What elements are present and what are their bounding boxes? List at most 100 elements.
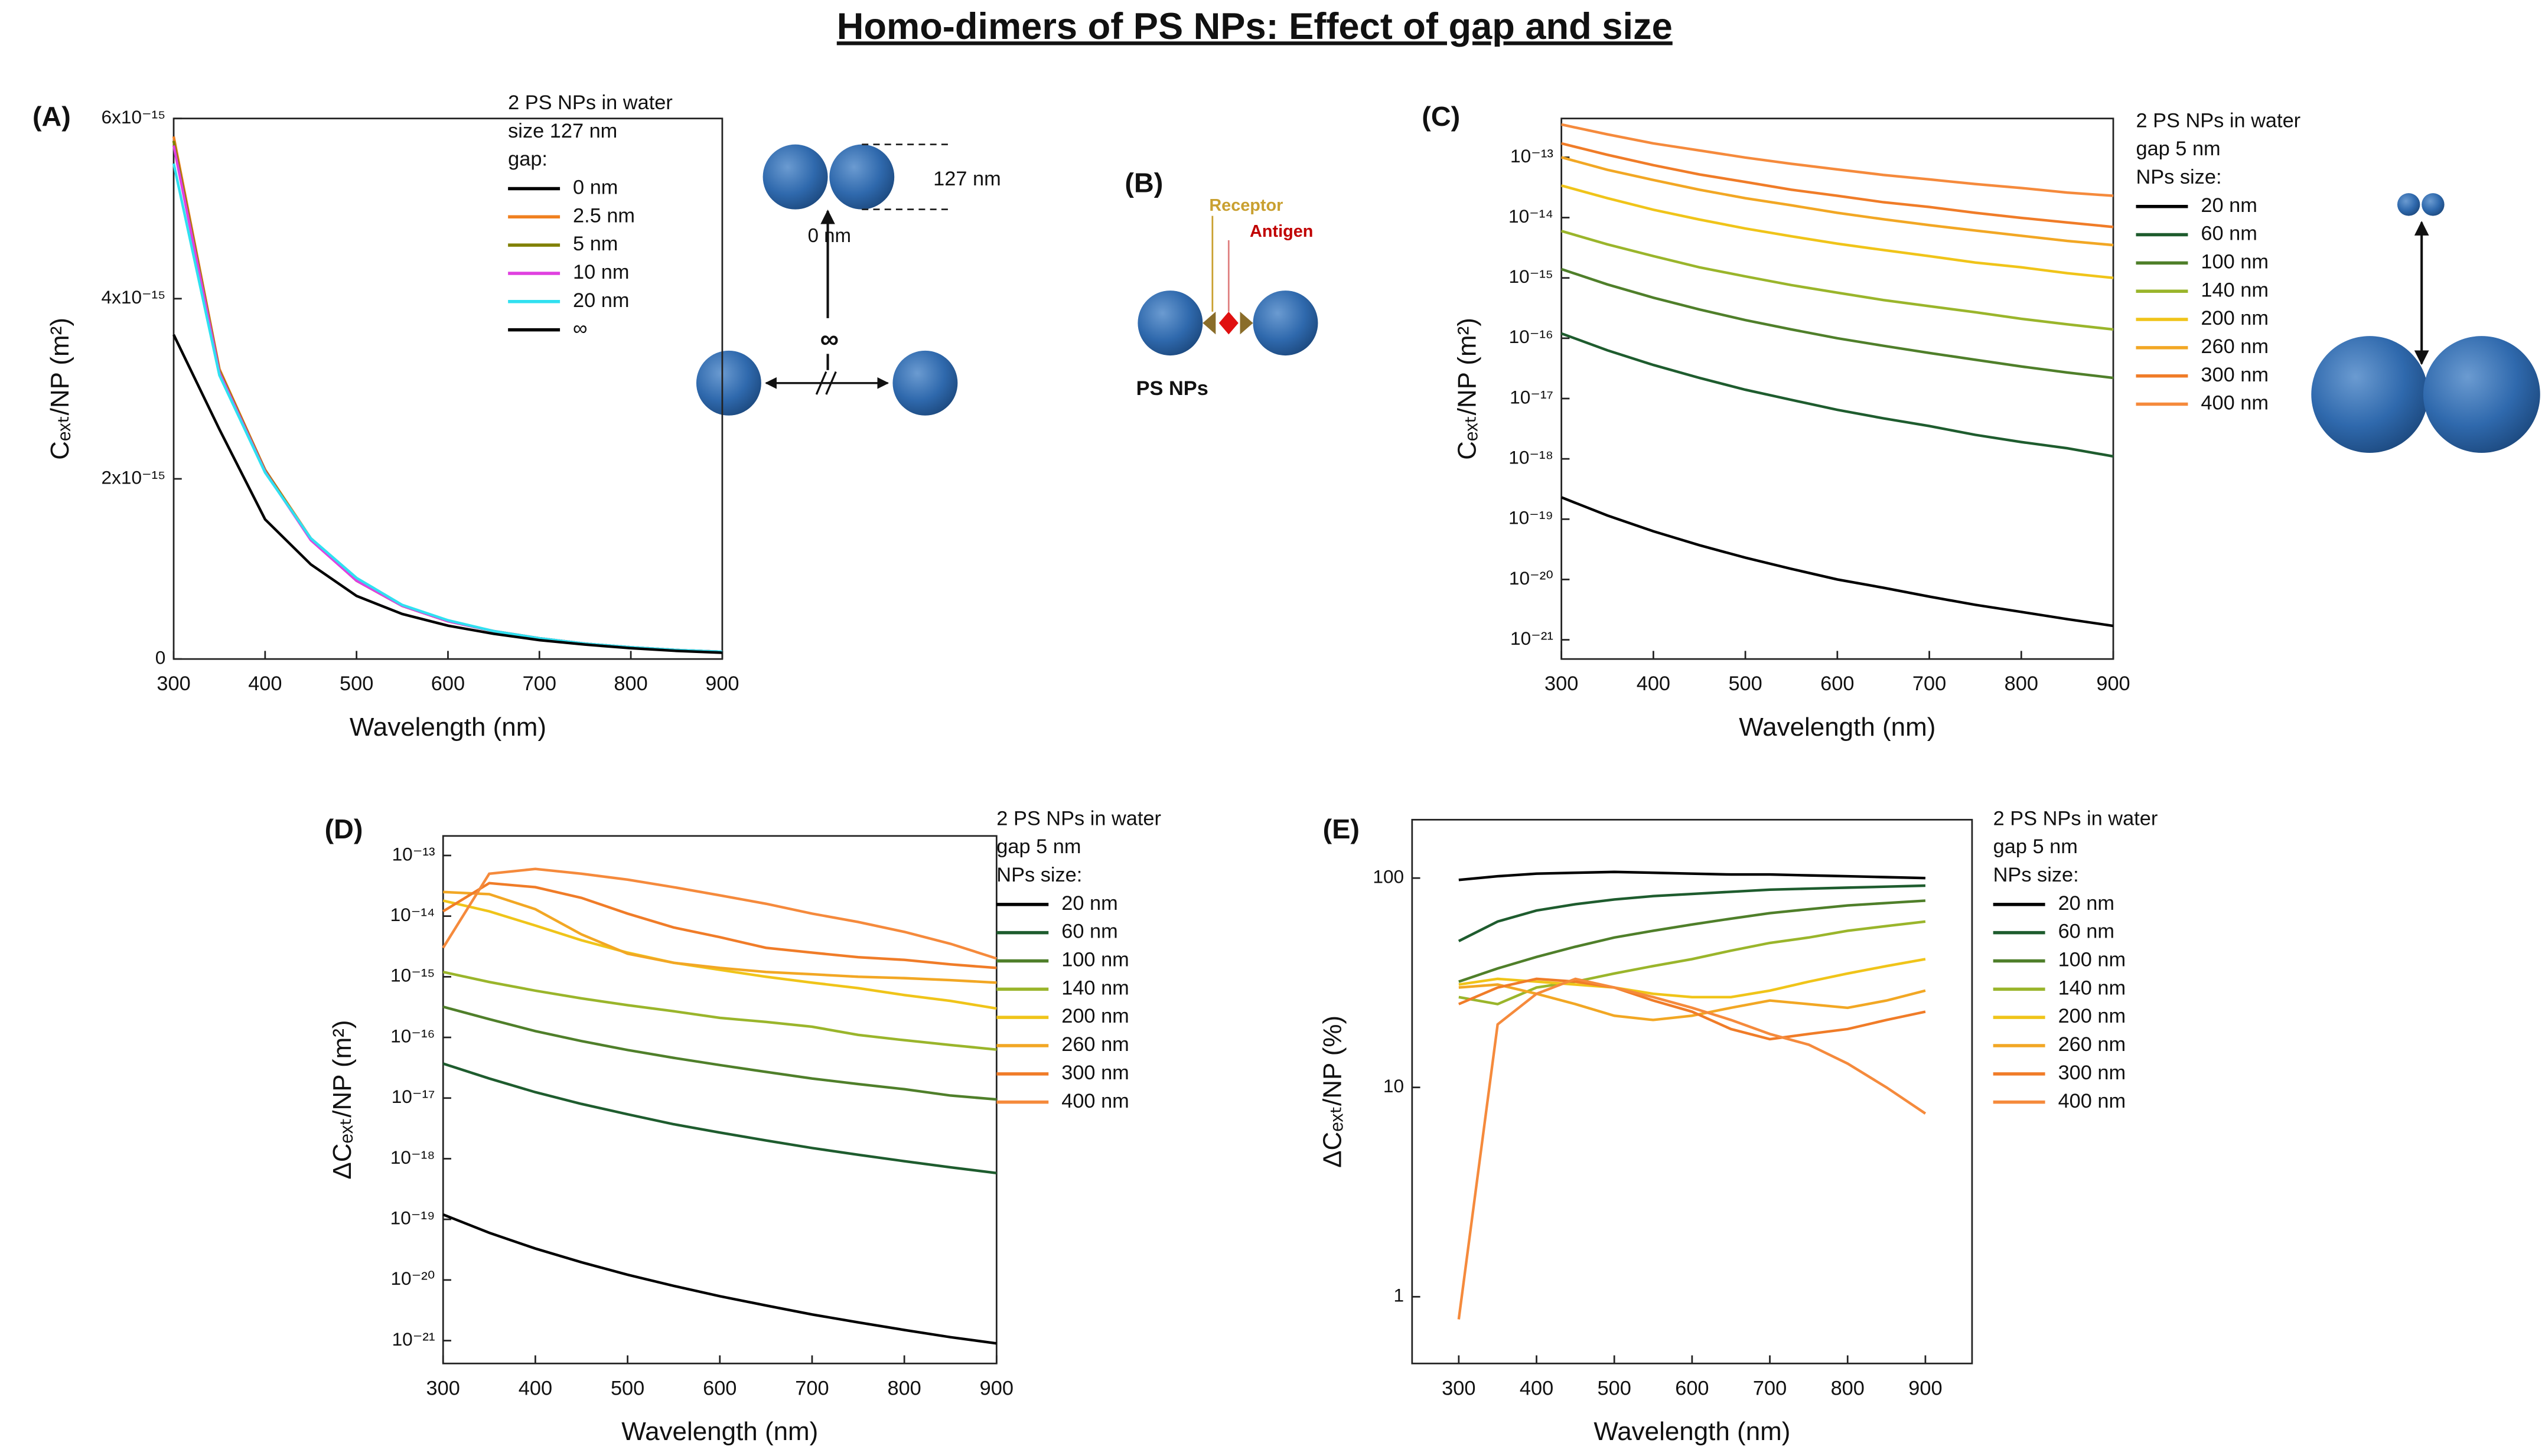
sphere [696, 350, 761, 416]
y-tick-label: 10⁻¹⁵ [1508, 266, 1553, 287]
legend-label: 20 nm [2058, 892, 2114, 915]
x-axis-label: Wavelength (nm) [350, 713, 546, 742]
legend-label: 140 nm [2058, 977, 2126, 999]
legend-title: NPs size: [2136, 166, 2221, 188]
legend-label: 60 nm [1061, 920, 1117, 943]
x-tick-label: 800 [887, 1377, 921, 1399]
y-tick-label: 10⁻²⁰ [390, 1268, 435, 1289]
legend-title: NPs size: [1993, 864, 2079, 886]
x-axis-label: Wavelength (nm) [1594, 1417, 1790, 1446]
x-tick-label: 900 [980, 1377, 1014, 1399]
sphere [762, 144, 828, 210]
series-line [1560, 496, 2114, 628]
x-tick-label: 300 [1442, 1377, 1475, 1399]
x-tick-label: 900 [1908, 1377, 1942, 1399]
x-tick-label: 600 [431, 672, 465, 695]
series-line [172, 141, 722, 654]
legend-label: 60 nm [2201, 223, 2257, 245]
x-tick-label: 800 [614, 672, 647, 695]
y-tick-label: 0 [155, 647, 166, 668]
series-line [442, 1006, 997, 1101]
legend-label: 300 nm [2058, 1062, 2126, 1084]
legend-label: 300 nm [2201, 364, 2269, 386]
y-tick-label: 10⁻²¹ [392, 1328, 435, 1350]
series-line [1458, 977, 1926, 1041]
series-line [1458, 870, 1925, 882]
series-line [1458, 958, 1926, 998]
series-line [1458, 884, 1925, 942]
plot-frame [1411, 818, 1973, 1364]
y-tick-label: 10⁻¹⁹ [390, 1207, 435, 1229]
x-tick-label: 500 [611, 1377, 644, 1399]
diagram-a: 127 nm 0 nm ∞ [696, 143, 1001, 416]
x-tick-label: 800 [2005, 672, 2038, 695]
y-tick-label: 10⁻¹⁵ [390, 965, 435, 986]
y-tick-label: 10⁻¹⁴ [1508, 205, 1553, 227]
series-line [1560, 267, 2114, 380]
legend-label: 200 nm [1061, 1005, 1129, 1027]
size-label: 127 nm [933, 168, 1001, 190]
series-line [1561, 230, 2114, 331]
y-tick-label: 2x10⁻¹⁵ [102, 466, 166, 488]
plot-frame [442, 835, 998, 1364]
legend-label: 300 nm [1061, 1062, 1129, 1084]
y-tick-label: 10⁻¹³ [392, 843, 435, 864]
series-line [1561, 123, 2114, 197]
y-tick-label: 10⁻¹⁸ [1508, 446, 1553, 468]
y-tick-label: 4x10⁻¹⁵ [102, 286, 166, 308]
plot-frame [172, 117, 724, 660]
y-tick-label: 10⁻¹⁶ [390, 1025, 435, 1046]
gap-label: 0 nm [808, 224, 851, 246]
legend-title: gap 5 nm [1993, 835, 2078, 858]
series-line [442, 971, 997, 1051]
series-line [172, 163, 722, 654]
legend-label: 260 nm [1061, 1033, 1129, 1056]
x-tick-label: 500 [1728, 672, 1762, 695]
legend-label: 260 nm [2201, 335, 2269, 358]
series-line [1457, 977, 1927, 1320]
legend-label: 100 nm [2058, 949, 2126, 971]
legend-title: 2 PS NPs in water [996, 807, 1161, 830]
legend-label: 20 nm [2201, 194, 2257, 217]
legend-title: 2 PS NPs in water [508, 92, 673, 114]
x-tick-label: 300 [1544, 672, 1578, 695]
x-tick-label: 300 [426, 1377, 460, 1399]
x-tick-label: 700 [523, 672, 556, 695]
receptor [1203, 311, 1216, 335]
legend-label: 60 nm [2058, 920, 2114, 943]
y-tick-label: 10⁻¹⁷ [1510, 386, 1553, 407]
y-tick-label: 10⁻¹⁶ [1509, 326, 1553, 347]
x-tick-label: 600 [1820, 672, 1854, 695]
legend-label: 260 nm [2058, 1033, 2126, 1056]
x-tick-label: 300 [157, 672, 190, 695]
legend-label: 10 nm [573, 261, 629, 283]
receptor [1240, 311, 1253, 335]
panel-label: (E) [1323, 814, 1360, 844]
sphere [2397, 193, 2420, 216]
legend-title: size 127 nm [508, 120, 617, 142]
series-line [1561, 184, 2114, 279]
y-tick-label: 10⁻¹⁸ [390, 1147, 435, 1168]
x-tick-label: 400 [519, 1377, 552, 1399]
series-line [1561, 156, 2114, 247]
y-tick-label: 10⁻¹⁷ [392, 1086, 435, 1107]
y-axis-label: Cₑₓₜ/NP (m²) [45, 318, 74, 460]
series-line [172, 334, 722, 654]
series-line [442, 867, 997, 960]
series-line [1561, 142, 2114, 228]
legend-title: NPs size: [996, 864, 1082, 886]
x-tick-label: 600 [1675, 1377, 1709, 1399]
legend-title: gap: [508, 148, 548, 171]
y-tick-label: 10⁻¹⁴ [390, 904, 435, 925]
antigen [1218, 311, 1239, 335]
y-tick-label: 10⁻²⁰ [1509, 567, 1553, 589]
series-line [1560, 332, 2114, 458]
y-tick-label: 10⁻²¹ [1510, 628, 1553, 649]
legend-label: 100 nm [1061, 949, 1129, 971]
legend-title: 2 PS NPs in water [2136, 109, 2300, 132]
sphere [2311, 336, 2429, 453]
legend-title: 2 PS NPs in water [1993, 807, 2158, 830]
legend-label: 400 nm [2058, 1090, 2126, 1112]
antigen-label: Antigen [1250, 222, 1313, 241]
series-line [1458, 920, 1926, 1006]
